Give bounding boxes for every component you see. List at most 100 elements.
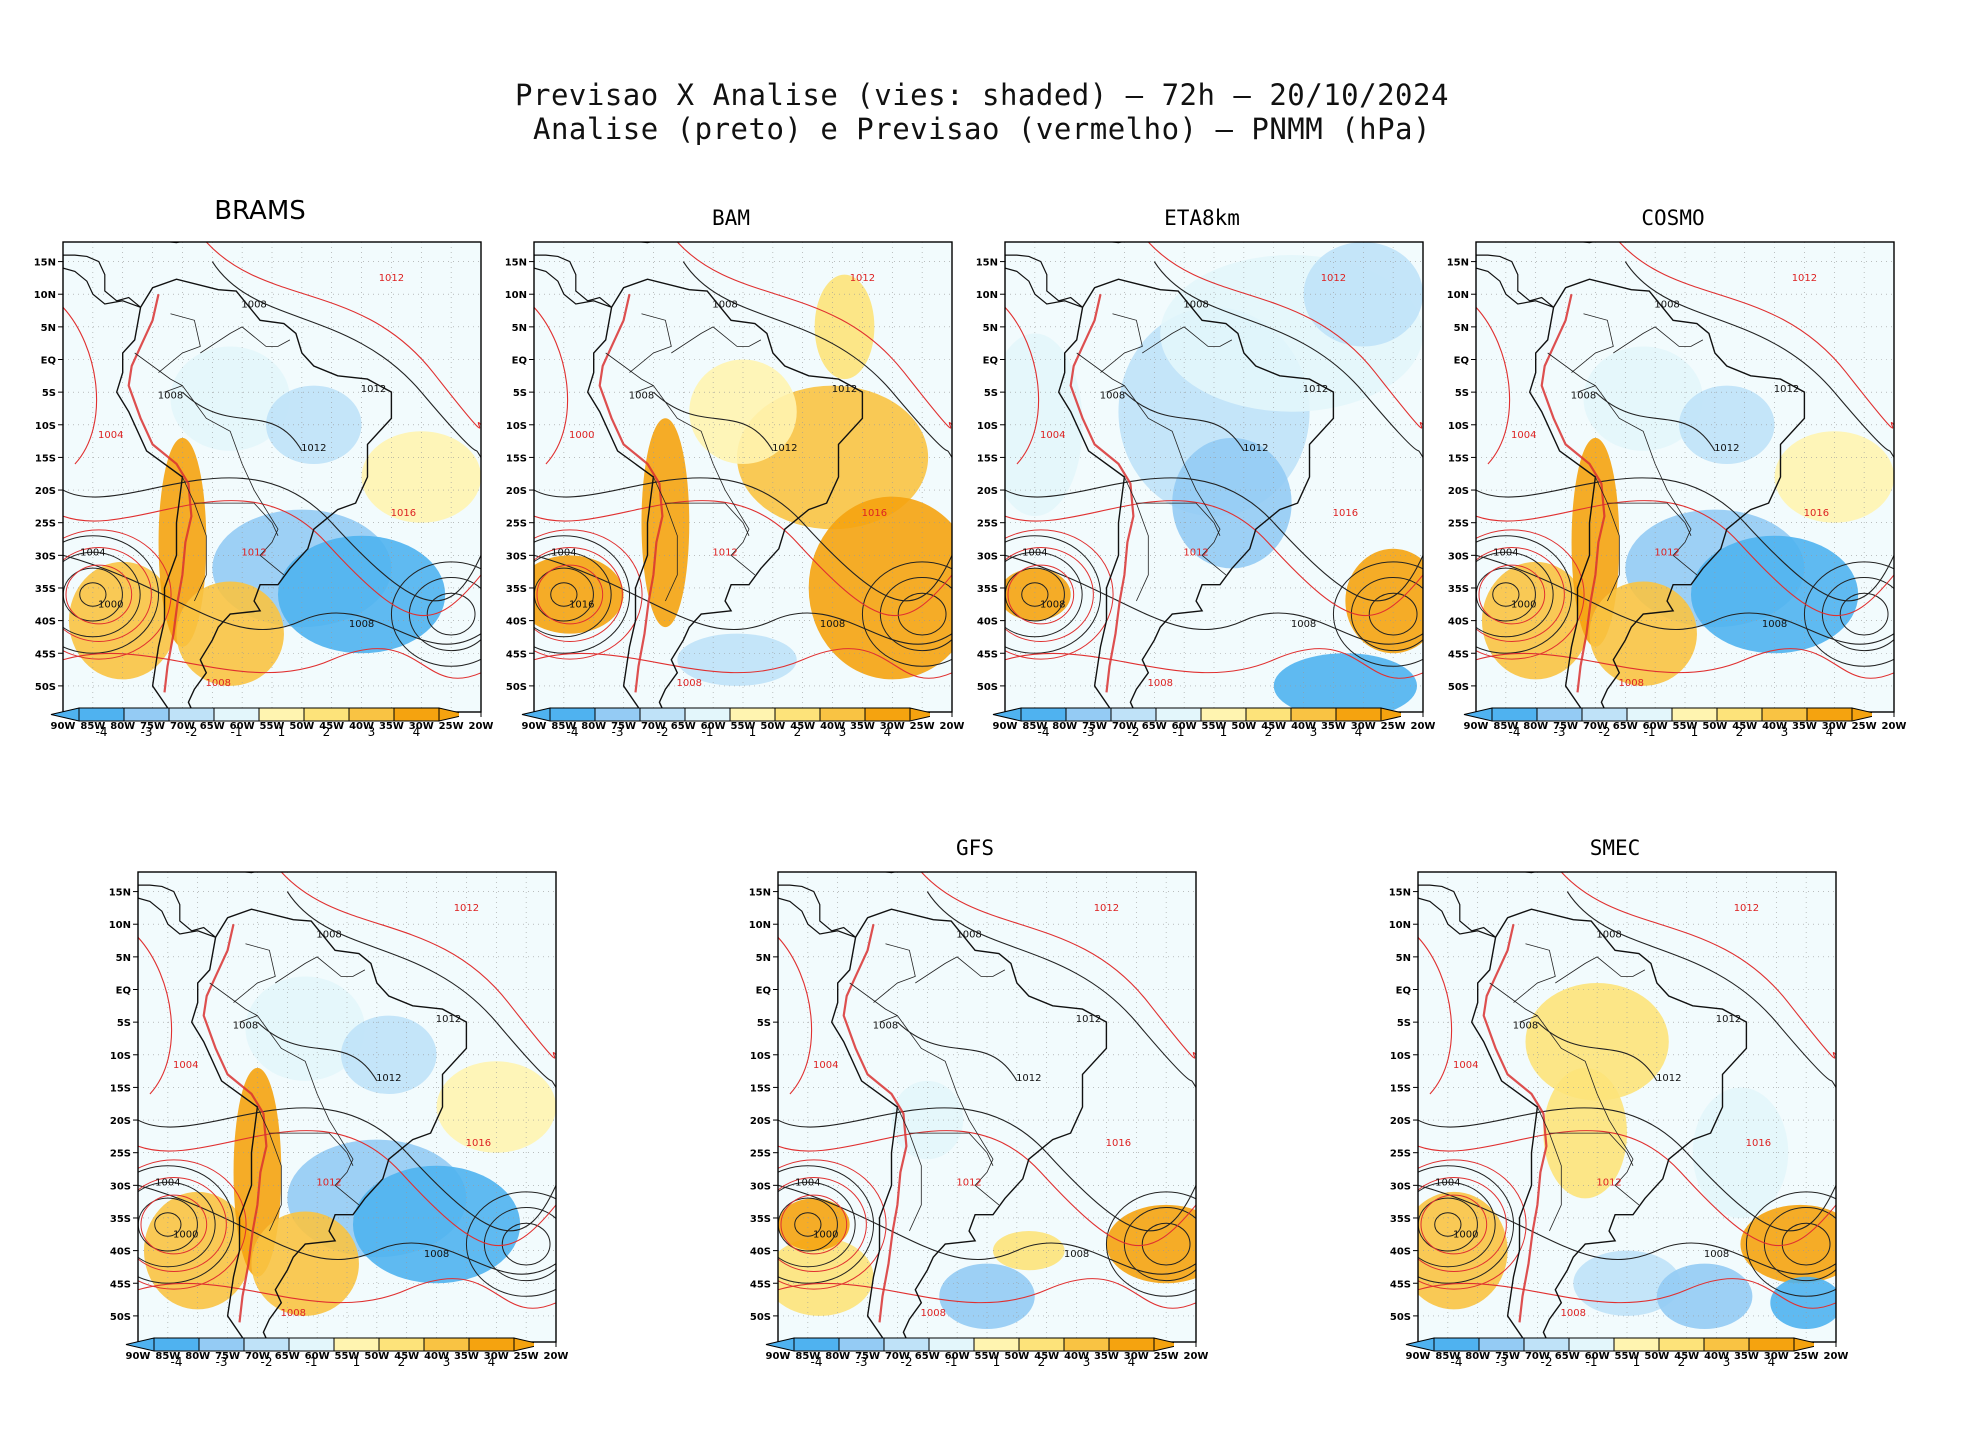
lat-label: 10S xyxy=(977,421,998,432)
svg-text:1004: 1004 xyxy=(813,1060,838,1071)
colorbar-label: 3 xyxy=(1723,1355,1731,1369)
colorbar-label: 3 xyxy=(1781,725,1789,739)
svg-text:1016: 1016 xyxy=(1746,1138,1771,1149)
colorbar-label: -3 xyxy=(856,1355,868,1369)
lon-label: 65W xyxy=(671,721,696,732)
lat-label: 40S xyxy=(750,1247,771,1258)
lon-label: 40W xyxy=(1064,1351,1089,1362)
svg-text:1012: 1012 xyxy=(712,547,737,558)
colorbar: -4 -3 -2 -1 1 2 3 4 xyxy=(125,1337,534,1369)
lat-label: 10N xyxy=(34,290,56,301)
lat-label: 15N xyxy=(1447,258,1469,269)
colorbar: -4 -3 -2 -1 1 2 3 4 xyxy=(1463,707,1872,739)
lon-label: 20W xyxy=(940,721,965,732)
lat-label: 25S xyxy=(1448,519,1469,530)
lon-label: 85W xyxy=(795,1351,820,1362)
panel-bam: BAM 1012 1008 1004 1016 1008 1012 1016 1012 1008 1… xyxy=(496,190,966,750)
lat-label: 30S xyxy=(977,551,998,562)
lon-label: 45W xyxy=(1261,721,1286,732)
lon-label: 20W xyxy=(1882,721,1907,732)
svg-text:1012: 1012 xyxy=(1094,903,1119,914)
lon-label: 75W xyxy=(1495,1351,1520,1362)
lat-label: 5S xyxy=(1397,1018,1411,1029)
lon-label: 30W xyxy=(484,1351,509,1362)
svg-text:1000: 1000 xyxy=(173,1230,198,1241)
lon-label: 50W xyxy=(1702,721,1727,732)
lon-label: 65W xyxy=(275,1351,300,1362)
lat-label: 15S xyxy=(506,453,527,464)
lon-label: 20W xyxy=(544,1351,569,1362)
lon-label: 50W xyxy=(1644,1351,1669,1362)
svg-text:1012: 1012 xyxy=(1303,384,1328,395)
lon-label: 40W xyxy=(820,721,845,732)
panel-title: COSMO xyxy=(1641,206,1705,230)
svg-text:1008: 1008 xyxy=(424,1249,449,1260)
lat-label: 10S xyxy=(110,1051,131,1062)
svg-text:1012: 1012 xyxy=(454,903,479,914)
lon-label: 90W xyxy=(1406,1351,1431,1362)
colorbar-label: 4 xyxy=(884,725,892,739)
colorbar-label: 4 xyxy=(1355,725,1363,739)
colorbar-label: -4 xyxy=(171,1355,183,1369)
colorbar-label: -2 xyxy=(901,1355,913,1369)
lon-label: 85W xyxy=(155,1351,180,1362)
colorbar-label: 2 xyxy=(794,725,802,739)
lat-label: 25S xyxy=(977,519,998,530)
map: 1012 1008 1004 1000 1008 1012 1016 1012 1008 1004… xyxy=(1389,871,1848,1362)
lon-label: 40W xyxy=(1291,721,1316,732)
lat-label: 45S xyxy=(110,1279,131,1290)
lon-label: 50W xyxy=(1231,721,1256,732)
svg-text:1008: 1008 xyxy=(1148,678,1173,689)
colorbar-label: -2 xyxy=(657,725,669,739)
colorbar-label: 1 xyxy=(353,1355,361,1369)
svg-text:1012: 1012 xyxy=(1243,443,1268,454)
lat-label: 15S xyxy=(1390,1083,1411,1094)
colorbar-label: 2 xyxy=(1678,1355,1686,1369)
svg-text:1008: 1008 xyxy=(316,929,341,940)
map: 1012 1008 1004 1016 1008 1012 1016 1012 1008 1000… xyxy=(505,241,965,732)
figure-title-line1: Previsao X Analise (vies: shaded) – 72h … xyxy=(515,78,1449,112)
svg-text:1016: 1016 xyxy=(569,600,594,611)
lat-label: 10N xyxy=(1447,290,1469,301)
svg-text:1008: 1008 xyxy=(1654,299,1679,310)
lat-label: 35S xyxy=(1448,584,1469,595)
svg-text:1008: 1008 xyxy=(1596,929,1621,940)
lat-label: 15S xyxy=(750,1083,771,1094)
svg-text:1008: 1008 xyxy=(158,391,183,402)
lat-label: 45S xyxy=(1390,1279,1411,1290)
colorbar-label: 2 xyxy=(398,1355,406,1369)
lon-label: 45W xyxy=(1034,1351,1059,1362)
lat-label: 40S xyxy=(1448,617,1469,628)
svg-text:1012: 1012 xyxy=(1016,1073,1041,1084)
lat-label: 20S xyxy=(750,1116,771,1127)
svg-text:1012: 1012 xyxy=(1596,1177,1621,1188)
figure-title-line2: Analise (preto) e Previsao (vermelho) – … xyxy=(533,112,1431,146)
lon-label: 35W xyxy=(850,721,875,732)
lon-label: 25W xyxy=(1154,1351,1179,1362)
lon-label: 60W xyxy=(230,721,255,732)
lon-label: 90W xyxy=(993,721,1018,732)
svg-text:1012: 1012 xyxy=(379,273,404,284)
lon-label: 50W xyxy=(1004,1351,1029,1362)
svg-text:1012: 1012 xyxy=(376,1073,401,1084)
colorbar: -4 -3 -2 -1 1 2 3 4 xyxy=(765,1337,1174,1369)
lat-label: 20S xyxy=(110,1116,131,1127)
svg-text:1012: 1012 xyxy=(850,273,875,284)
lat-label: 5N xyxy=(41,323,56,334)
svg-text:1012: 1012 xyxy=(301,443,326,454)
svg-text:1008: 1008 xyxy=(241,299,266,310)
colorbar-label: 1 xyxy=(1691,725,1699,739)
lon-label: 35W xyxy=(454,1351,479,1362)
lon-label: 20W xyxy=(1184,1351,1209,1362)
svg-text:1000: 1000 xyxy=(569,430,594,441)
lat-label: EQ xyxy=(756,986,771,997)
colorbar: -4 -3 -2 -1 1 2 3 4 xyxy=(992,707,1401,739)
lat-label: 20S xyxy=(506,486,527,497)
lon-label: 25W xyxy=(439,721,464,732)
svg-text:1008: 1008 xyxy=(1619,678,1644,689)
map: 1012 1008 1004 1008 1008 1012 1016 1012 1008 1004… xyxy=(976,241,1435,732)
lat-label: 10S xyxy=(35,421,56,432)
lat-label: 15S xyxy=(35,453,56,464)
colorbar-label: 1 xyxy=(749,725,757,739)
colorbar-label: 4 xyxy=(413,725,421,739)
